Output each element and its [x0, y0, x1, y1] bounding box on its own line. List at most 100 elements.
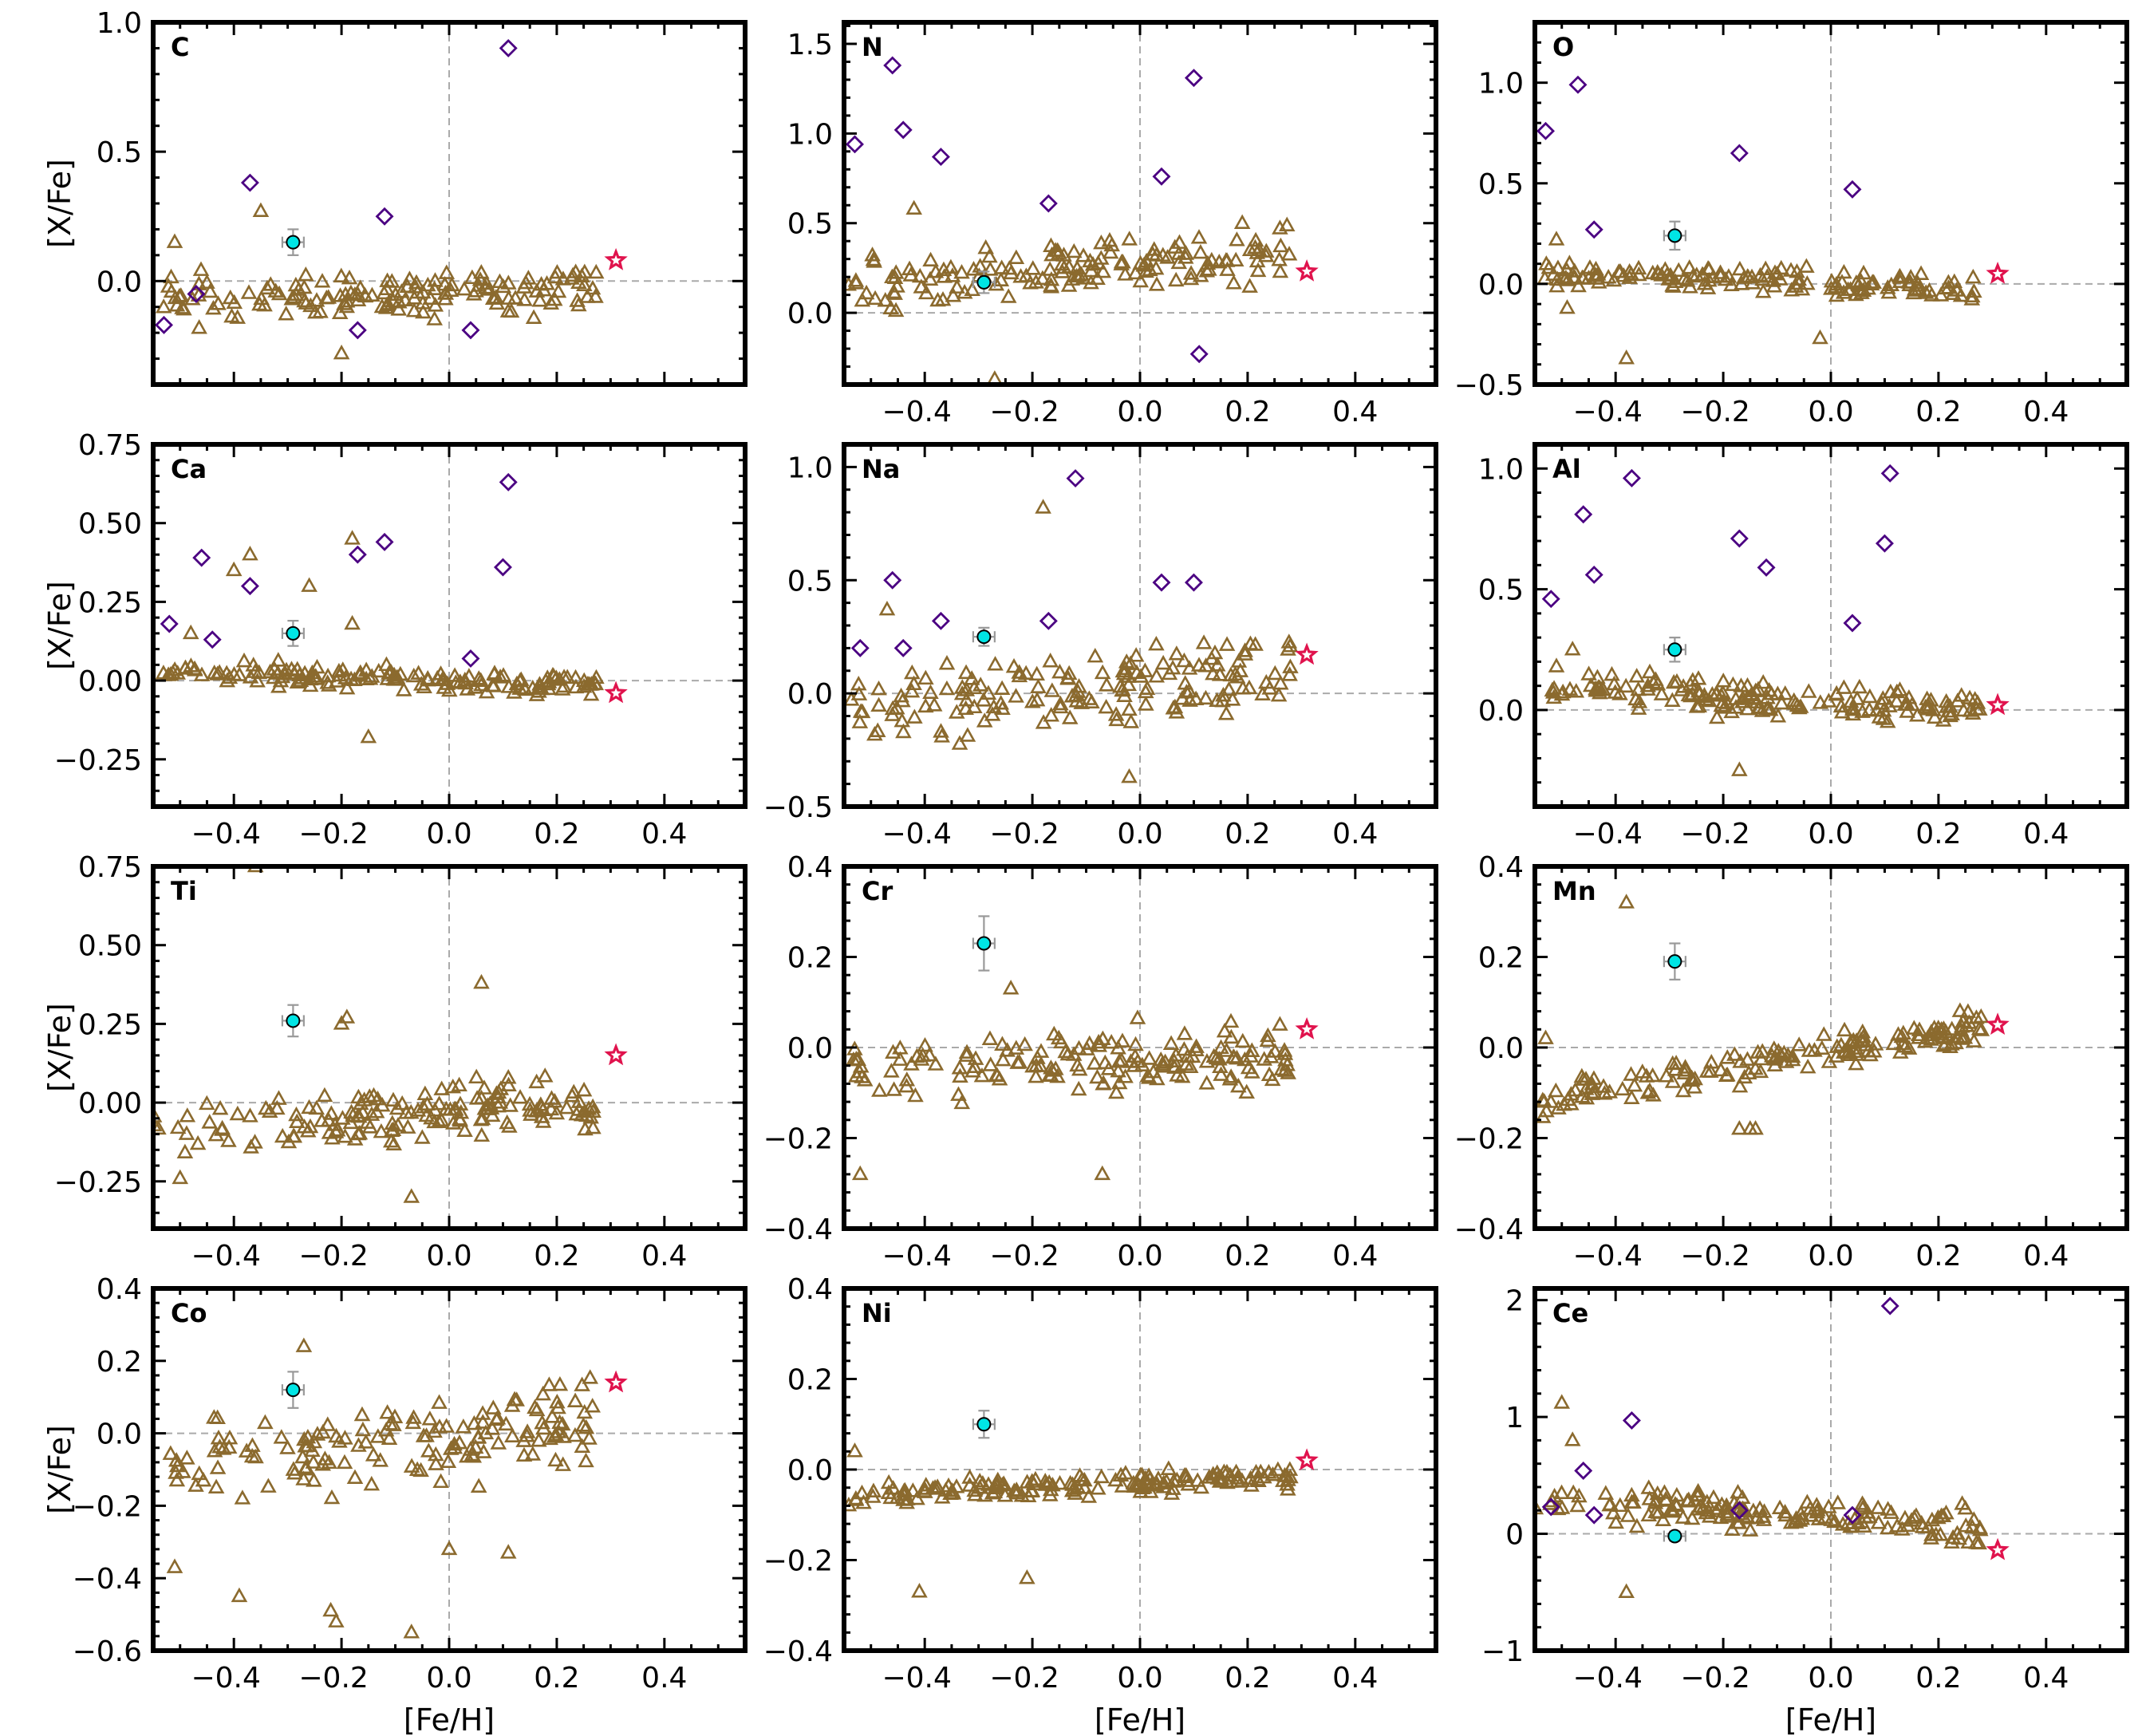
mn-field-star-marker [1836, 1021, 1853, 1037]
al-field-star-marker [1739, 677, 1756, 692]
ti-field-star-marker [338, 1008, 356, 1024]
ti-x-tick-label: 0.4 [641, 1240, 687, 1272]
co-x-tick-label: 0.0 [426, 1662, 471, 1695]
ca-field-star-marker [169, 665, 187, 680]
mn-field-star-marker [1702, 1063, 1719, 1078]
al-field-star-marker [1589, 669, 1606, 684]
ti-field-star-marker [542, 1100, 560, 1116]
ti-ticks [152, 865, 747, 1230]
ce-field-star-marker [1869, 1499, 1887, 1514]
co-field-star-marker [285, 1461, 302, 1476]
ca-literature-star-marker [203, 630, 222, 649]
al-field-star-marker [1611, 685, 1628, 700]
co-field-star-marker [350, 1437, 367, 1452]
ce-field-star-marker [1647, 1503, 1664, 1519]
co-field-star-marker [297, 1461, 314, 1476]
n-field-star-marker [1190, 229, 1208, 244]
n-field-star-marker [1171, 234, 1188, 249]
ni-field-star-marker [1023, 1482, 1040, 1497]
cr-plot-area [844, 866, 1436, 1229]
cr-field-star-marker [950, 1086, 967, 1101]
co-x-tick-label: 0.2 [534, 1662, 579, 1695]
mn-field-star-marker [1970, 1020, 1988, 1036]
al-literature-star-marker [1875, 534, 1894, 553]
c-field-star-marker [399, 278, 416, 293]
ti-plot-area [153, 866, 745, 1229]
co-field-star-marker [581, 1430, 598, 1445]
ca-y-axis-title: [X/Fe] [42, 581, 77, 670]
co-field-star-marker [191, 1465, 208, 1481]
na-field-star-marker [1107, 706, 1125, 721]
co-field-star-marker [574, 1376, 590, 1391]
o-literature-star-marker [1584, 220, 1604, 239]
mn-field-star-marker [1537, 1029, 1554, 1044]
n-field-star-marker [1182, 265, 1200, 280]
c-field-star-marker [390, 301, 408, 316]
ce-field-star-marker [1678, 1493, 1696, 1508]
na-field-star-marker [1094, 664, 1111, 680]
na-field-star-marker [1116, 687, 1133, 702]
ni-element-label: Ni [862, 1298, 892, 1328]
o-field-star-marker [1548, 278, 1565, 293]
n-literature-star-marker [1152, 167, 1171, 186]
c-field-star-marker [333, 344, 350, 360]
al-field-star-marker [1854, 703, 1871, 718]
ti-x-tick-label: 0.0 [426, 1240, 471, 1272]
co-field-star-marker [328, 1612, 345, 1628]
al-field-star-marker [1844, 705, 1862, 721]
ti-field-star-marker [467, 1068, 485, 1084]
ce-field-star-marker [1906, 1509, 1923, 1525]
co-field-star-marker [295, 1337, 313, 1352]
ce-field-star-marker [1564, 1484, 1582, 1500]
c-field-star-marker [525, 309, 542, 325]
na-field-star-marker [1224, 691, 1241, 706]
co-field-star-marker [535, 1419, 552, 1435]
ni-y-tick-label: −0.2 [763, 1545, 833, 1578]
co-field-star-marker [322, 1601, 339, 1617]
n-y-tick-label: 1.0 [787, 118, 833, 151]
c-field-star-marker [240, 284, 258, 299]
o-field-star-marker [1855, 282, 1872, 297]
n-field-star-marker [1142, 261, 1158, 277]
c-field-star-marker [391, 294, 408, 309]
ce-field-star-marker [1966, 1511, 1982, 1526]
al-field-star-marker [1942, 707, 1959, 723]
co-field-star-marker [524, 1446, 542, 1461]
na-field-star-marker [1028, 665, 1045, 681]
c-field-star-marker [252, 202, 270, 217]
cr-field-star-marker [982, 1056, 1000, 1071]
n-ticks [842, 22, 1438, 386]
ce-field-star-marker [1771, 1499, 1789, 1515]
co-field-star-marker [531, 1432, 547, 1447]
ce-field-star-marker [1569, 1497, 1586, 1513]
al-field-star-marker [1909, 707, 1926, 722]
ti-field-star-marker [385, 1091, 402, 1107]
n-field-star-marker [1177, 249, 1194, 264]
co-field-star-marker [381, 1430, 398, 1446]
mn-field-star-marker [1799, 1059, 1817, 1074]
na-field-star-marker [922, 684, 939, 699]
co-field-star-marker [506, 1391, 523, 1407]
cr-field-star-marker [907, 1087, 924, 1103]
ni-field-star-marker [1112, 1466, 1130, 1482]
co-field-star-marker [469, 1429, 487, 1444]
ni-y-tick-label: 0.4 [787, 1273, 833, 1306]
cr-field-star-marker [885, 1044, 901, 1059]
cr-field-star-marker [1212, 1058, 1229, 1074]
al-y-tick-label: 1.0 [1478, 453, 1524, 486]
ca-element-label: Ca [171, 454, 207, 484]
mn-y-tick-label: 0.2 [1478, 942, 1524, 975]
ca-y-tick-label: −0.25 [54, 744, 142, 777]
co-field-star-marker [408, 1461, 426, 1477]
co-field-star-marker [365, 1446, 382, 1462]
cr-field-star-marker [1244, 1063, 1260, 1079]
n-field-star-marker [1199, 254, 1217, 270]
co-field-star-marker [306, 1433, 323, 1449]
ti-y-tick-label: 0.75 [78, 851, 142, 884]
mn-field-star-marker [1947, 1034, 1964, 1050]
ce-field-star-marker [1718, 1503, 1736, 1519]
n-field-star-marker [1117, 266, 1134, 281]
al-field-star-marker [1731, 761, 1748, 776]
na-field-star-marker [1241, 679, 1258, 695]
ti-field-star-marker [416, 1085, 434, 1101]
